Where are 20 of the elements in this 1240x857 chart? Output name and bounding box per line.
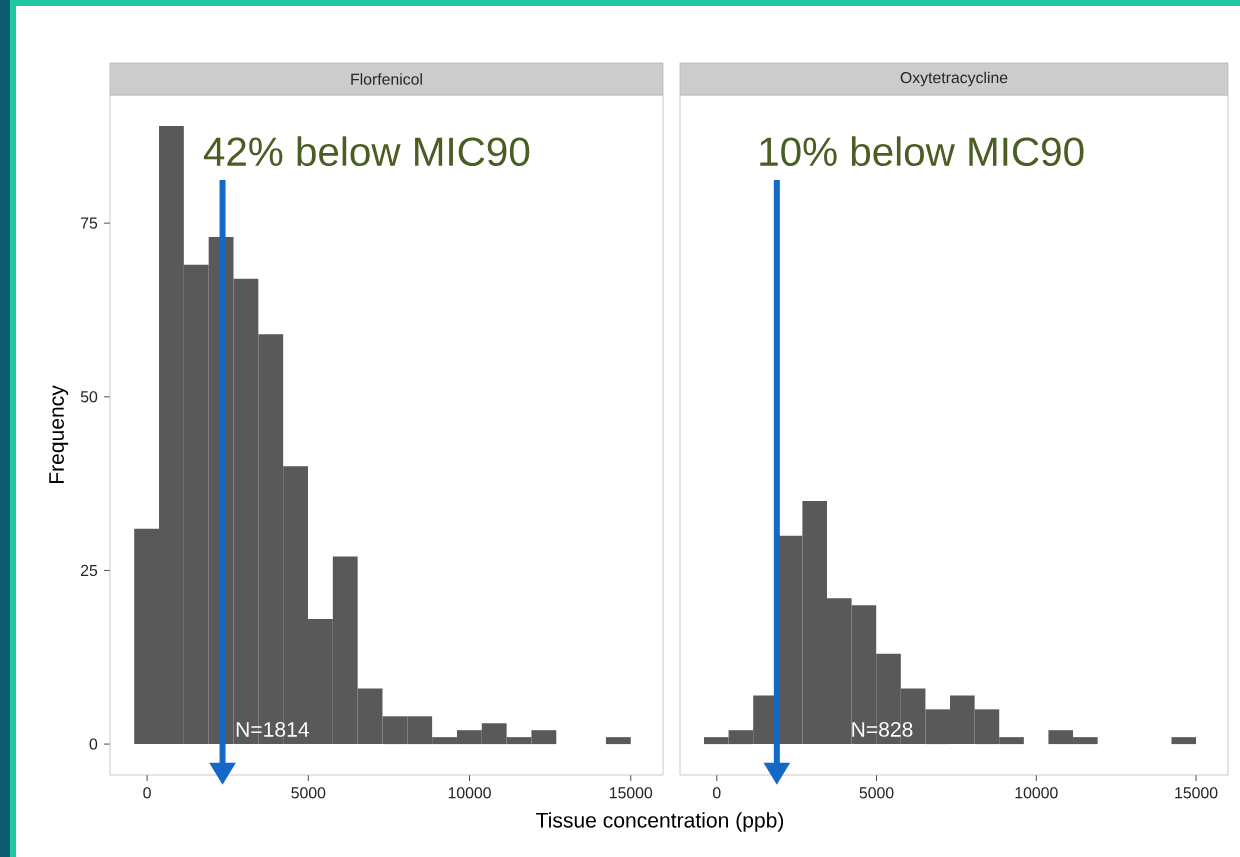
x-tick-label: 15000 <box>609 787 653 799</box>
y-tick-label: 75 <box>81 217 98 229</box>
x-tick-label: 0 <box>712 787 721 799</box>
y-tick-label: 50 <box>80 391 98 403</box>
annotation: N=828 <box>852 721 913 737</box>
x-tick-label: 10000 <box>1015 787 1058 799</box>
x-tick-label: 5000 <box>859 787 894 799</box>
ref-line-label: 10% below MIC90 <box>760 136 1084 167</box>
chart-title: Florfenicol <box>351 73 422 85</box>
y-tick-label: 25 <box>81 564 98 577</box>
chart-title: Oxytetracycline <box>900 71 1008 87</box>
x-tick-label: 0 <box>143 787 151 799</box>
x-tick-label: 10000 <box>448 787 491 799</box>
x-axis-title: Tissue concentration (ppb) <box>536 812 784 832</box>
y-tick-label: 0 <box>89 738 98 750</box>
x-tick-label: 5000 <box>291 787 326 799</box>
ref-line-label: 42% below MIC90 <box>203 136 530 167</box>
annotation: N=1814 <box>236 721 309 737</box>
x-tick-label: 15000 <box>1175 787 1218 799</box>
y-axis-title: Frequency <box>49 385 69 484</box>
